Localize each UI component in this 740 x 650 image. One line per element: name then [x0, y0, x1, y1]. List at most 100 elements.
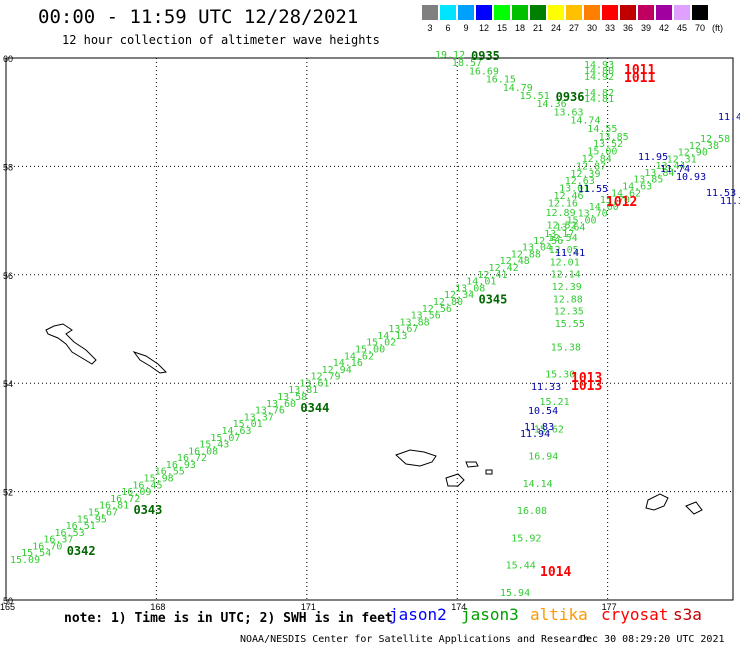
lat-label-50: 50 — [3, 596, 13, 606]
legend-swatch-15 — [494, 5, 510, 20]
track-b-value: 15.21 — [539, 397, 569, 408]
track-a-value: 16.08 — [188, 446, 218, 457]
track-b-value: 12.89 — [546, 208, 576, 219]
track-a-value: 15.95 — [77, 514, 107, 525]
track-b-value: 15.30 — [545, 370, 575, 381]
legend-label-42: 42 — [658, 23, 669, 33]
track-b-value: 15.94 — [500, 588, 530, 599]
satellite-altika: altika — [530, 605, 588, 624]
legend-swatch-18 — [512, 5, 528, 20]
track-a-value: 16.51 — [66, 521, 96, 532]
satellite-jason2: jason2 — [389, 605, 447, 624]
track-b-value: 13.63 — [553, 107, 583, 118]
track-a-value: 13.56 — [411, 311, 441, 322]
map-frame — [5, 57, 734, 601]
track-b-value: 13.01 — [559, 184, 589, 195]
lat-label-52: 52 — [3, 488, 13, 498]
track-a-value: 15.07 — [210, 433, 240, 444]
track-a-value: 12.56 — [422, 304, 452, 315]
track-b-value: 15.38 — [551, 342, 581, 353]
track-a-value: 12.38 — [689, 141, 719, 152]
lon-label-165: 165 — [0, 602, 15, 612]
satellite-jason3: jason3 — [461, 605, 519, 624]
track-a-value: 14.63 — [622, 182, 652, 193]
track-b-value: 14.55 — [587, 124, 617, 135]
track-b-value: 15.62 — [534, 424, 564, 435]
track-c-value: 11.55 — [578, 184, 608, 195]
island-nunivak-west — [132, 351, 168, 374]
track-b-value: 15.92 — [511, 533, 541, 544]
legend-swatch-3 — [422, 5, 438, 20]
legend-swatch-9 — [458, 5, 474, 20]
legend-swatch-45 — [674, 5, 690, 20]
legend-swatch-27 — [566, 5, 582, 20]
track-a-value: 16.53 — [55, 528, 85, 539]
track-a-value: 16.72 — [177, 453, 207, 464]
track-c-value: 10.54 — [528, 406, 558, 417]
track-a-value: 13.60 — [266, 399, 296, 410]
legend-swatch-42 — [656, 5, 672, 20]
track-b-value: 15.51 — [520, 91, 550, 102]
track-a-value: 13.61 — [299, 378, 329, 389]
track-c-value: 11.74 — [660, 164, 690, 175]
track-b-value: 19.12 — [435, 50, 465, 61]
track-a-value: 12.79 — [310, 372, 340, 383]
track-a-value: 15.00 — [355, 345, 385, 356]
legend-swatch-6 — [440, 5, 456, 20]
island-st-matthew — [45, 323, 97, 365]
track-c-value: 11.33 — [531, 382, 561, 393]
legend-units: (ft) — [712, 23, 723, 33]
track-a-value: 12.42 — [489, 263, 519, 274]
track-a-value: 15.43 — [199, 440, 229, 451]
track-a-time: 0342 — [67, 544, 96, 558]
legend-swatch-21 — [530, 5, 546, 20]
track-a-value: 16.45 — [132, 480, 162, 491]
track-a-value: 16.81 — [99, 501, 129, 512]
track-a-value: 16.72 — [110, 494, 140, 505]
track-b-value: 12.46 — [553, 191, 583, 202]
island-unalaska-group — [395, 449, 437, 467]
track-c-value: 10.93 — [676, 172, 706, 183]
legend-label-3: 3 — [427, 23, 433, 33]
page-title: 00:00 - 11:59 UTC 12/28/2021 — [38, 6, 359, 28]
track-a-value: 13.76 — [255, 406, 285, 417]
legend-label-15: 15 — [496, 23, 507, 33]
track-c-value: 11.95 — [638, 152, 668, 163]
track-c-value: 11.94 — [520, 429, 550, 440]
satellite-s3a: s3a — [673, 605, 702, 624]
legend-label-30: 30 — [586, 23, 597, 33]
track-b-time: 0935 — [471, 49, 500, 63]
track-a-value: 12.48 — [500, 256, 530, 267]
track-b-value: 12.84 — [582, 154, 612, 165]
track-b-value: 15.55 — [555, 319, 585, 330]
legend-label-33: 33 — [604, 23, 615, 33]
island-east-b — [685, 501, 703, 515]
track-a-value: 14.62 — [611, 188, 641, 199]
track-a-value: 13.70 — [578, 209, 608, 220]
track-b-value: 12.88 — [553, 294, 583, 305]
track-b-time: 0936 — [556, 90, 585, 104]
track-a-value: 12.34 — [444, 290, 474, 301]
track-a-value: 14.16 — [333, 358, 363, 369]
track-a-value: 12.58 — [700, 134, 730, 145]
track-c-value: 11.41 — [555, 248, 585, 259]
track-d-value: 1011 — [624, 71, 655, 86]
track-a-value: 12.94 — [322, 365, 352, 376]
track-b-value: 13.52 — [593, 139, 623, 150]
lat-label-54: 54 — [3, 379, 13, 389]
track-a-value: 13.84 — [644, 168, 674, 179]
legend-swatch-39 — [638, 5, 654, 20]
track-b-value: 12.63 — [565, 176, 595, 187]
track-a-value: 12.41 — [477, 270, 507, 281]
legend-label-6: 6 — [445, 23, 451, 33]
track-b-value: 14.74 — [570, 116, 600, 127]
track-a-value: 15.09 — [10, 555, 40, 566]
lat-label-56: 56 — [3, 271, 13, 281]
track-d-value: 1011 — [624, 63, 655, 78]
track-a-time: 0344 — [300, 401, 329, 415]
track-a-value: 14.00 — [589, 202, 619, 213]
track-a-value: 12.56 — [533, 236, 563, 247]
track-a-value: 13.37 — [244, 412, 274, 423]
track-a-value: 13.58 — [277, 392, 307, 403]
